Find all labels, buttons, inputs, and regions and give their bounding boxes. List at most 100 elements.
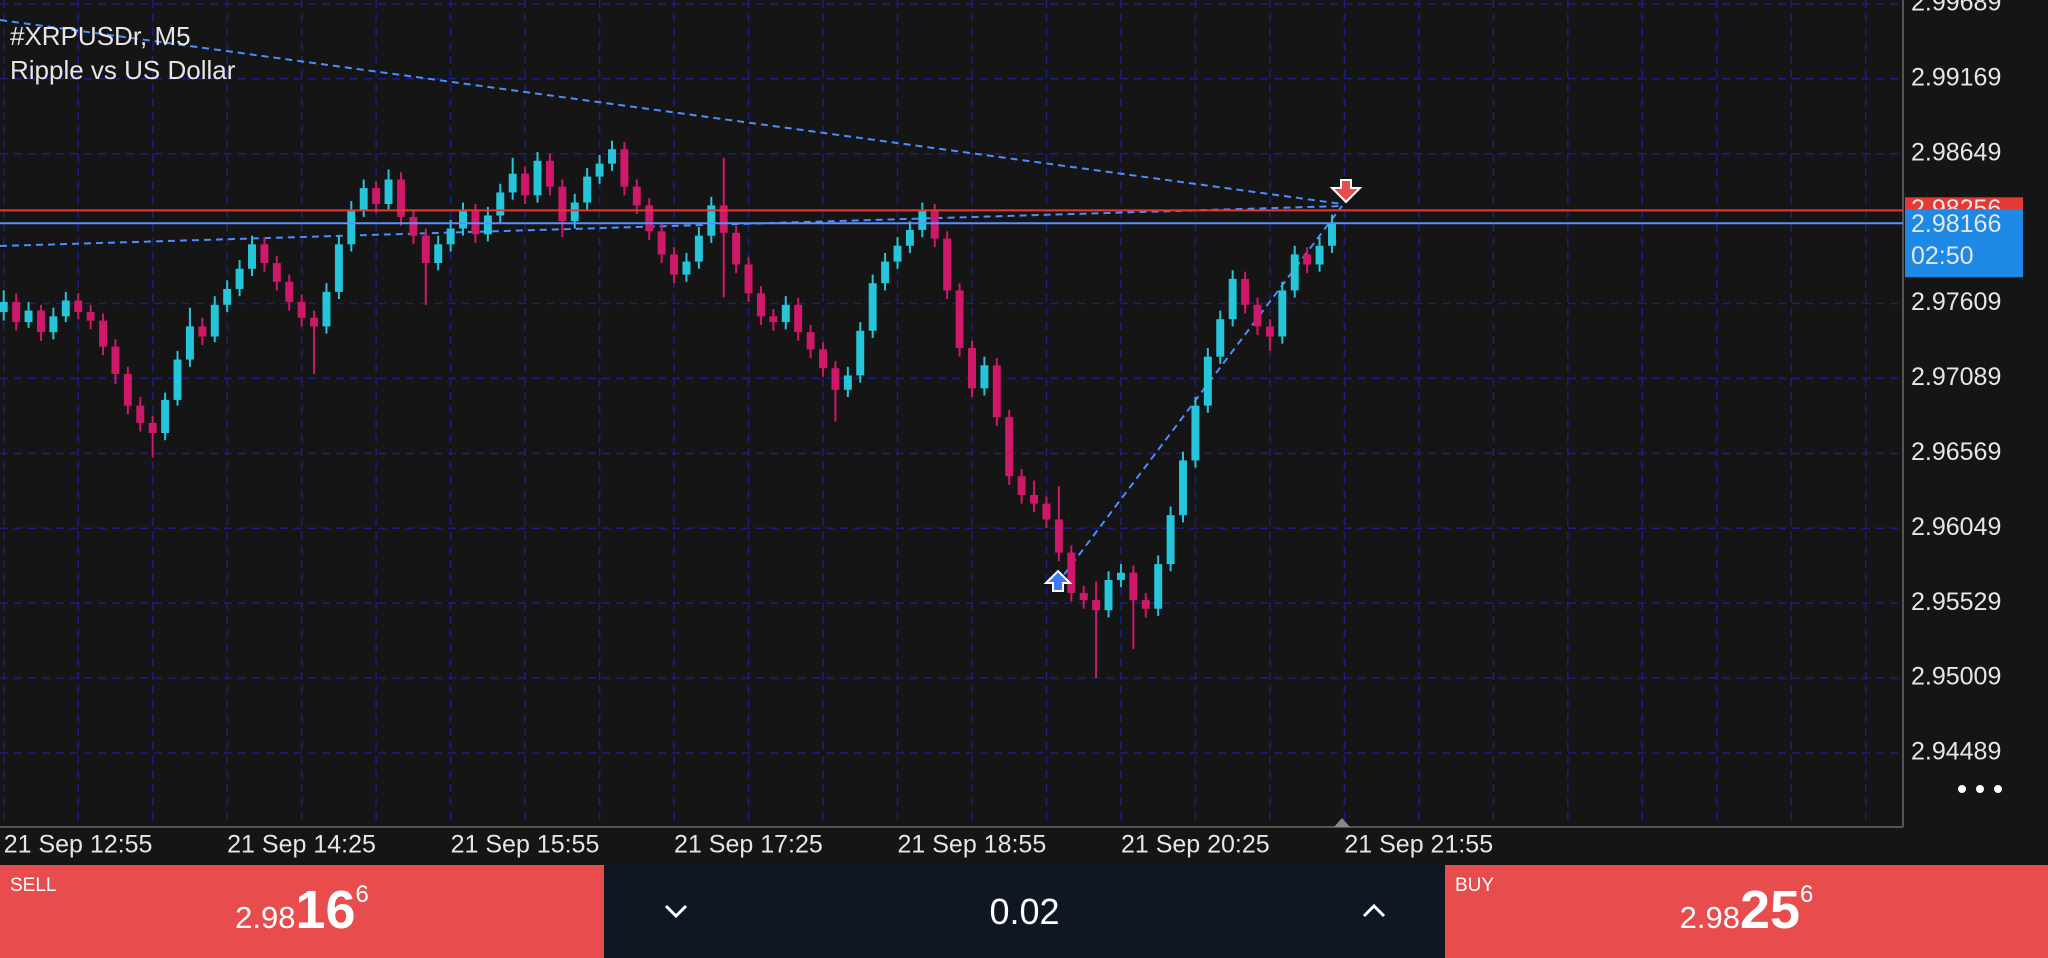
trend-line [1056, 205, 1343, 585]
candle-body [558, 186, 567, 222]
candle-body [24, 310, 33, 323]
candle-body [1005, 417, 1014, 477]
symbol-title: #XRPUSDr, M5 [10, 21, 191, 51]
more-menu[interactable] [1958, 785, 2002, 793]
candle-body [310, 317, 319, 327]
candle-body [1030, 494, 1039, 504]
candle-body [1104, 579, 1113, 611]
price-fraction: 6 [1800, 881, 1814, 908]
decrease-lot[interactable] [656, 891, 696, 931]
x-tick-label: 21 Sep 20:25 [1121, 831, 1270, 859]
candle-body [483, 215, 492, 235]
x-tick-label: 21 Sep 14:25 [227, 831, 376, 859]
y-tick-label: 2.95529 [1911, 588, 2001, 616]
candle-body [843, 375, 852, 390]
increase-lot[interactable] [1354, 891, 1394, 931]
candle-body [347, 209, 356, 245]
candle-body [521, 173, 530, 196]
candle-body [769, 316, 778, 323]
candle-body [285, 281, 294, 302]
y-tick-label: 2.94489 [1911, 738, 2001, 766]
candle-body [645, 205, 654, 232]
candle-body [1228, 278, 1237, 320]
candle-body [781, 304, 790, 323]
candle-body [868, 283, 877, 331]
sell-price: 2.98166 [0, 879, 604, 941]
candle-body [1315, 245, 1324, 265]
candle-body [570, 202, 579, 222]
candle-body [409, 216, 418, 236]
sell-label: SELL [10, 875, 57, 896]
candle-body [1328, 223, 1336, 246]
countdown-label: 02:50 [1911, 242, 1974, 270]
price-pips: 25 [1739, 880, 1801, 940]
bid-price-label: 2.98166 [1911, 210, 2001, 238]
candle-body [1290, 254, 1299, 291]
candle-body [732, 232, 741, 265]
candle-body [248, 244, 256, 269]
candle-body [756, 293, 765, 317]
candle-body [496, 192, 505, 216]
candle-body [185, 326, 194, 360]
candle-body [1179, 460, 1187, 516]
y-tick-label: 2.95009 [1911, 663, 2001, 691]
candle-body [148, 422, 157, 434]
candle-body [161, 399, 170, 434]
candle-body [744, 264, 753, 294]
buy-label: BUY [1455, 875, 1495, 896]
candle-body [61, 300, 70, 317]
candle-body [620, 149, 629, 187]
candle-body [930, 211, 939, 239]
candle-body [421, 235, 430, 264]
candle-body [955, 290, 964, 349]
candle-body [136, 405, 145, 423]
candle-body [297, 301, 306, 318]
candle-body [12, 301, 21, 323]
lot-value[interactable]: 0.02 [989, 891, 1060, 932]
trend-line [0, 19, 1343, 205]
sell-button[interactable]: SELL 2.98166 [0, 865, 604, 958]
candle-body [1154, 564, 1163, 609]
candle-body [1265, 326, 1274, 337]
buy-button[interactable]: BUY 2.98256 [1445, 865, 2048, 958]
candle-body [74, 300, 83, 313]
candle-body [856, 330, 865, 376]
time-marker [1334, 818, 1350, 827]
candle-body [905, 229, 914, 246]
price-main: 2.98 [235, 900, 296, 935]
x-tick-label: 21 Sep 12:55 [4, 831, 153, 859]
candle-body [1042, 503, 1051, 520]
candle-body [99, 320, 108, 347]
price-pips: 16 [295, 880, 356, 940]
candle-body [459, 211, 467, 229]
candles [0, 140, 1336, 678]
candle-body [1191, 405, 1200, 461]
candle-body [223, 288, 232, 305]
sell-arrow [1329, 179, 1363, 204]
candle-body [210, 304, 219, 337]
candle-body [396, 179, 405, 217]
y-tick-label: 2.99169 [1911, 63, 2001, 91]
candle-body [36, 310, 45, 333]
buy-arrow [1043, 569, 1073, 592]
candle-body [583, 176, 592, 203]
x-tick-label: 21 Sep 18:55 [898, 831, 1047, 859]
candle-body [235, 268, 244, 289]
x-tick-label: 21 Sep 17:25 [674, 831, 823, 859]
candle-body [545, 160, 554, 187]
candle-body [943, 238, 952, 291]
candle-body [260, 244, 269, 264]
candle-body [434, 244, 443, 264]
candle-body [111, 346, 120, 374]
y-tick-label: 2.98649 [1911, 138, 2001, 166]
chart-bg [0, 0, 2048, 865]
candle-body [632, 186, 641, 206]
candle-body [86, 312, 95, 321]
candle-body [272, 263, 281, 282]
candle-body [1017, 476, 1026, 495]
grid [0, 0, 1904, 828]
candle-body [707, 205, 716, 236]
